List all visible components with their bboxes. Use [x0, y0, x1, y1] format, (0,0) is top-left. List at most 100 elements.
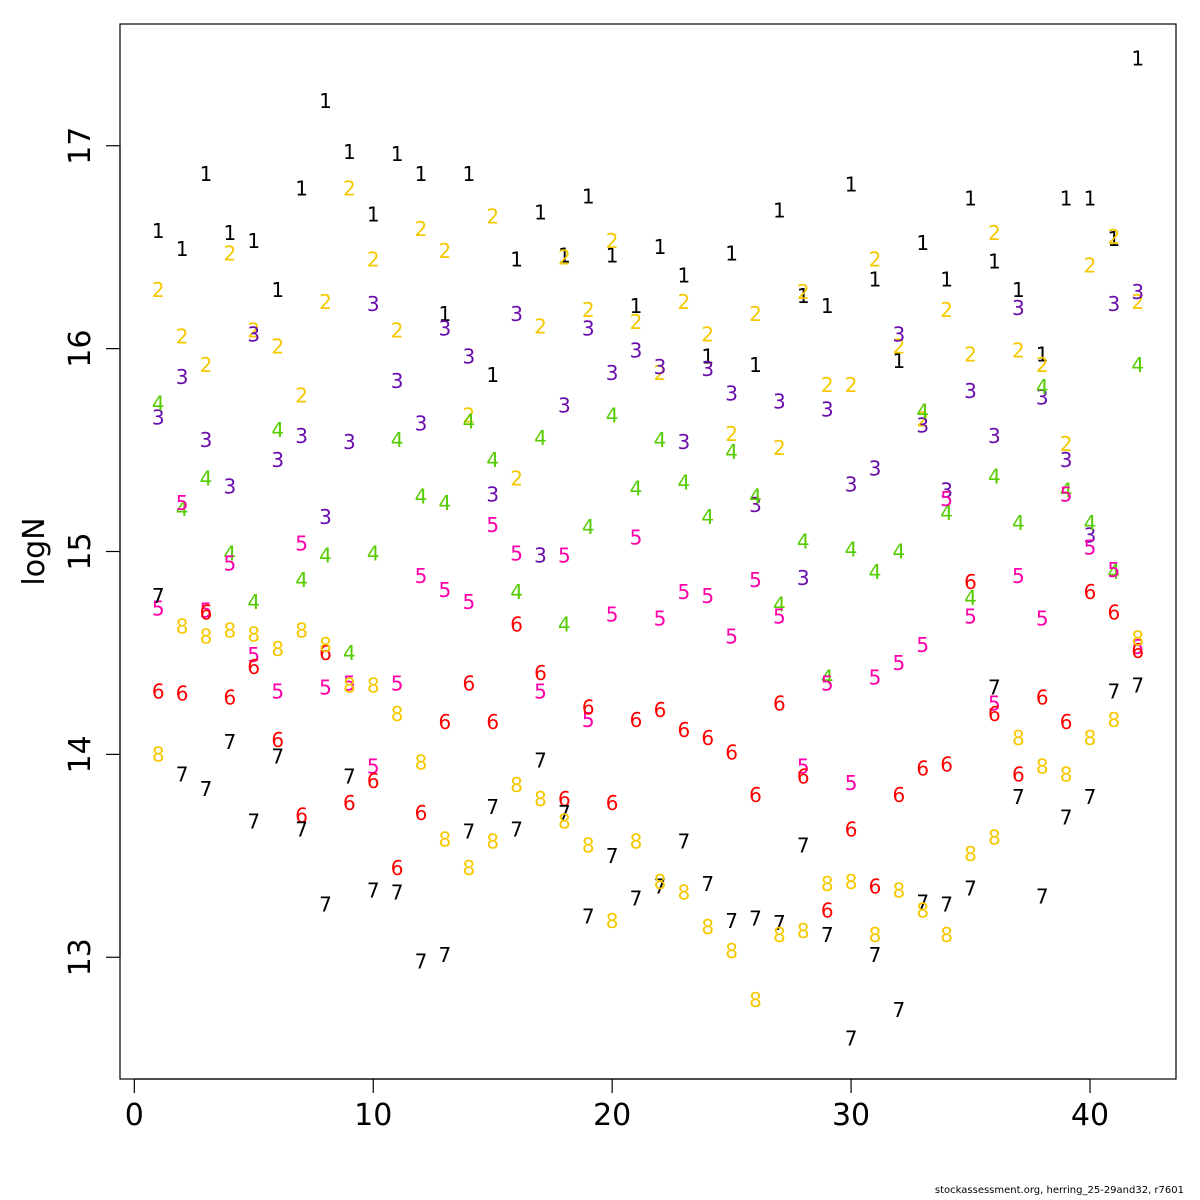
point-age-5: 5: [176, 491, 189, 515]
point-age-6: 6: [1012, 763, 1025, 787]
point-age-3: 3: [582, 316, 595, 340]
point-age-3: 3: [988, 424, 1001, 448]
point-age-7: 7: [773, 911, 786, 935]
point-age-2: 2: [247, 318, 260, 342]
point-age-7: 7: [845, 1026, 858, 1050]
point-age-8: 8: [367, 673, 380, 697]
point-age-3: 3: [415, 412, 428, 436]
point-age-6: 6: [1131, 639, 1144, 663]
point-age-8: 8: [988, 826, 1001, 850]
point-age-3: 3: [677, 430, 690, 454]
point-age-5: 5: [367, 755, 380, 779]
point-age-4: 4: [295, 568, 308, 592]
point-age-6: 6: [534, 661, 547, 685]
point-age-1: 1: [797, 284, 810, 308]
point-age-8: 8: [295, 619, 308, 643]
point-age-2: 2: [797, 280, 810, 304]
point-age-5: 5: [1108, 558, 1121, 582]
point-age-5: 5: [1060, 483, 1073, 507]
point-age-3: 3: [701, 357, 714, 381]
point-age-2: 2: [295, 383, 308, 407]
point-age-6: 6: [916, 757, 929, 781]
x-tick-label: 10: [354, 1098, 392, 1133]
y-axis-title: logN: [17, 517, 52, 585]
point-age-8: 8: [271, 637, 284, 661]
point-age-1: 1: [964, 186, 977, 210]
point-age-5: 5: [486, 513, 499, 537]
point-age-4: 4: [558, 613, 571, 637]
point-age-3: 3: [1108, 292, 1121, 316]
point-age-3: 3: [271, 448, 284, 472]
point-age-1: 1: [200, 162, 213, 186]
point-age-4: 4: [940, 501, 953, 525]
point-age-8: 8: [439, 828, 452, 852]
point-age-5: 5: [200, 598, 213, 622]
point-age-8: 8: [343, 673, 356, 697]
point-age-2: 2: [462, 404, 475, 428]
point-age-5: 5: [1084, 535, 1097, 559]
point-age-1: 1: [892, 349, 905, 373]
x-tick-label: 0: [125, 1098, 144, 1133]
point-age-7: 7: [343, 765, 356, 789]
point-age-6: 6: [391, 856, 404, 880]
point-age-2: 2: [940, 298, 953, 322]
point-age-7: 7: [797, 834, 810, 858]
point-age-6: 6: [224, 686, 237, 710]
point-age-8: 8: [462, 856, 475, 880]
point-age-1: 1: [654, 235, 667, 259]
point-age-5: 5: [630, 525, 643, 549]
point-age-7: 7: [152, 584, 165, 608]
point-age-5: 5: [701, 584, 714, 608]
point-age-5: 5: [582, 708, 595, 732]
point-age-5: 5: [415, 564, 428, 588]
point-age-4: 4: [892, 540, 905, 564]
point-age-6: 6: [677, 718, 690, 742]
point-age-3: 3: [462, 345, 475, 369]
point-age-1: 1: [319, 89, 332, 113]
point-age-8: 8: [534, 787, 547, 811]
point-age-1: 1: [1036, 343, 1049, 367]
point-age-3: 3: [343, 430, 356, 454]
point-age-8: 8: [845, 870, 858, 894]
point-age-7: 7: [582, 905, 595, 929]
point-age-7: 7: [486, 795, 499, 819]
point-age-2: 2: [176, 324, 189, 348]
point-age-2: 2: [200, 353, 213, 377]
point-age-7: 7: [439, 943, 452, 967]
point-age-1: 1: [486, 363, 499, 387]
point-age-1: 1: [582, 184, 595, 208]
point-age-8: 8: [415, 751, 428, 775]
point-age-5: 5: [654, 606, 667, 630]
point-age-3: 3: [1036, 385, 1049, 409]
point-age-5: 5: [725, 625, 738, 649]
point-age-5: 5: [391, 671, 404, 695]
point-age-2: 2: [152, 278, 165, 302]
point-age-4: 4: [869, 560, 882, 584]
point-age-4: 4: [224, 542, 237, 566]
point-age-6: 6: [415, 801, 428, 825]
point-age-4: 4: [773, 592, 786, 616]
point-age-5: 5: [677, 580, 690, 604]
point-age-2: 2: [749, 302, 762, 326]
point-age-7: 7: [415, 949, 428, 973]
x-axis: 0 10 20 30 40: [125, 1078, 1109, 1133]
point-age-6: 6: [271, 728, 284, 752]
point-age-7: 7: [1012, 785, 1025, 809]
point-age-1: 1: [677, 264, 690, 288]
point-age-1: 1: [343, 140, 356, 164]
point-age-5: 5: [319, 675, 332, 699]
point-age-8: 8: [1108, 708, 1121, 732]
point-age-4: 4: [176, 497, 189, 521]
point-age-6: 6: [964, 570, 977, 594]
point-age-7: 7: [295, 817, 308, 841]
point-age-1: 1: [773, 199, 786, 223]
y-tick-label: 17: [63, 127, 98, 165]
point-age-8: 8: [821, 872, 834, 896]
point-age-8: 8: [606, 909, 619, 933]
point-age-7: 7: [677, 830, 690, 854]
point-age-5: 5: [797, 755, 810, 779]
point-age-3: 3: [845, 473, 858, 497]
point-age-8: 8: [749, 988, 762, 1012]
point-age-5: 5: [462, 590, 475, 614]
point-age-8: 8: [176, 615, 189, 639]
